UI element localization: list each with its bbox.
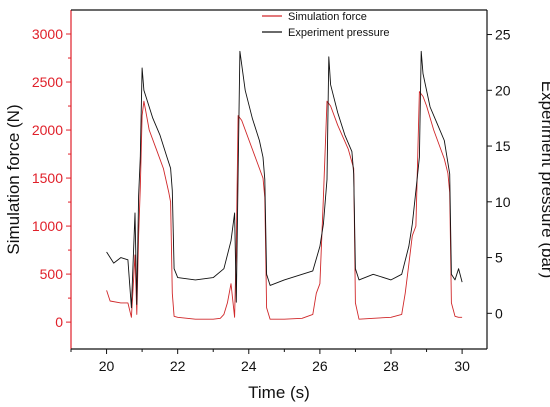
y-right-tick-label: 15: [495, 138, 511, 154]
legend-label: Experiment pressure: [288, 27, 390, 39]
y-right-tick-label: 10: [495, 194, 511, 210]
y-axis-left-title: Simulation force (N): [4, 104, 23, 254]
x-tick-label: 30: [454, 358, 470, 374]
x-tick-label: 26: [312, 358, 328, 374]
x-tick-label: 20: [99, 358, 115, 374]
y-right-tick-label: 25: [495, 27, 511, 43]
y-left-tick-label: 2000: [32, 122, 63, 138]
y-right-tick-label: 20: [495, 82, 511, 98]
y-axis-right-title: Experiment pressure (bar): [538, 81, 550, 278]
plot-lines: [106, 50, 463, 320]
y-left-tick-label: 0: [55, 314, 63, 330]
y-left-tick-label: 1000: [32, 218, 63, 234]
x-tick-label: 28: [383, 358, 399, 374]
x-axis-title: Time (s): [248, 383, 310, 402]
ticks: 20 22 24 26 28 30 0 500 1000 1500 2000 2500 3000 0 5 10…: [32, 26, 511, 374]
x-tick-label: 24: [241, 358, 257, 374]
axes: [70, 9, 488, 350]
y-right-tick-label: 5: [495, 250, 503, 266]
y-right-tick-label: 0: [495, 305, 503, 321]
y-left-tick-label: 1500: [32, 170, 63, 186]
y-left-tick-label: 3000: [32, 26, 63, 42]
x-tick-label: 22: [170, 358, 186, 374]
y-left-tick-label: 500: [40, 266, 64, 282]
legend: Simulation force Experiment pressure: [262, 11, 390, 39]
simulation-force-line: [106, 91, 463, 320]
legend-label: Simulation force: [288, 11, 367, 23]
y-left-tick-label: 2500: [32, 74, 63, 90]
experiment-pressure-line: [106, 50, 463, 309]
